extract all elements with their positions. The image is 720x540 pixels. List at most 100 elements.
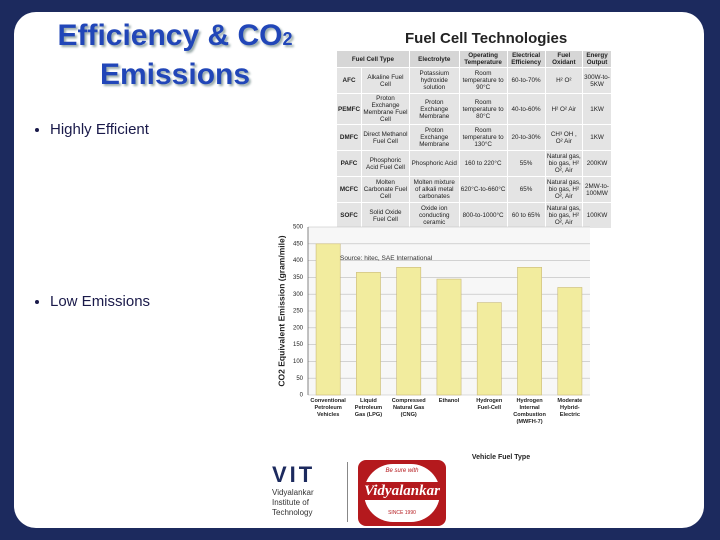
table-cell: Room temperature to 90°C [458,67,508,94]
chart: CO2 Equivalent Emission (gram/mile) Vehi… [276,225,590,461]
table-cell: SOFC [335,202,363,229]
table-cell: 2MW-to-100MW [582,176,612,203]
table-cell: 60-to-70% [506,67,546,94]
slide-title: Efficiency & CO2 Emissions [40,18,310,93]
brand-name: Vidyalankar [358,482,446,500]
table-row: MCFC Molten Carbonate Fuel Cell Molten mix… [335,176,612,203]
x-tick-label: Hydrogen Fuel-Cell [476,398,503,411]
bar [315,243,341,396]
bullet: Low Emissions [50,293,150,310]
title-text: Efficiency & CO [57,19,283,52]
header-cell: Energy Output [582,50,612,68]
table-cell: Molten Carbonate Fuel Cell [361,176,410,203]
y-tick-label: 500 [293,225,304,231]
table-cell: Proton Exchange Membrane Fuel Cell [361,93,410,125]
table-cell: 620°C-to-660°C [458,176,508,203]
table-cell: Oxide ion conducting ceramic [408,202,460,229]
table-cell: Alkaline Fuel Cell [361,67,410,94]
table-row: SOFC Solid Oxide Fuel Cell Oxide ion condu… [335,202,612,229]
table-cell: Natural gas, bio gas, H² O², Air [544,150,584,177]
y-tick-label: 250 [293,309,304,315]
table-cell: DMFC [335,124,363,151]
x-tick-label: Ethanol [438,398,460,404]
bar [476,302,502,396]
y-tick-label: 150 [293,342,304,348]
y-axis-label: CO2 Equivalent Emission (gram/mile) [276,235,286,386]
x-tick-label: Moderate Hybrid-Electric [557,398,583,418]
header-cell: Electrolyte [408,50,460,68]
table-cell: 1KW [582,93,612,125]
table-wrap: Fuel Cell Type Electrolyte Operating Tempe… [335,50,612,229]
bar [396,267,422,396]
x-tick-label: Conventional Petroleum Vehicles [310,398,346,418]
table-cell: Proton Exchange Membrane [408,93,460,125]
y-tick-label: 100 [293,359,304,365]
table-row: DMFC Direct Methanol Fuel Cell Proton Exch… [335,124,612,151]
table-cell: 55% [506,150,546,177]
bullet-list: Low Emissions [30,293,150,310]
table-cell: Room temperature to 130°C [458,124,508,151]
table-cell: AFC [335,67,363,94]
table-cell: 1KW [582,124,612,151]
title-text: Emissions [99,58,251,91]
table-cell: 60 to 65% [506,202,546,229]
table-cell: Potassium hydroxide solution [408,67,460,94]
table-cell: 300W-to-5KW [582,67,612,94]
table-cell: Direct Methanol Fuel Cell [361,124,410,151]
bullet: Highly Efficient [50,121,149,138]
table-cell: 65% [506,176,546,203]
table-cell: 100KW [582,202,612,229]
header-cell: Fuel Oxidant [544,50,584,68]
table-cell: MCFC [335,176,363,203]
y-tick-label: 0 [300,393,304,399]
table-row: PEMFC Proton Exchange Membrane Fuel Cell P… [335,93,612,125]
table-cell: PEMFC [335,93,363,125]
table-cell: Natural gas, bio gas, H² O², Air [544,202,584,229]
y-tick-label: 450 [293,241,304,247]
bar [356,272,381,396]
header-cell: Electrical Efficiency [506,50,546,68]
table-cell: 200KW [582,150,612,177]
table-cell: Solid Oxide Fuel Cell [361,202,410,229]
table-cell: CH³ OH , O² Air [544,124,584,151]
x-tick-label: Compressed Natural Gas (CNG) [391,398,426,418]
table-cell: 20-to-30% [506,124,546,151]
table: Fuel Cell Type Electrolyte Operating Tempe… [335,50,612,229]
table-cell: Natural gas, bio gas, H² O², Air [544,176,584,203]
bar [436,278,462,396]
table-cell: Proton Exchange Membrane [408,124,460,151]
table-cell: 160 to 220°C [458,150,508,177]
since: SINCE 1990 [388,510,416,516]
table-cell: 40-to-60% [506,93,546,125]
table-row: PAFC Phosphoric Acid Fuel Cell Phosphoric … [335,150,612,177]
bullet-list: Highly Efficient [30,121,149,138]
tagline: Be sure with [385,468,419,474]
y-tick-label: 300 [293,292,304,298]
y-tick-label: 350 [293,275,304,281]
vit-name: Vidyalankar Institute of Technology [272,488,314,517]
table-cell: Phosphoric Acid [408,150,460,177]
y-tick-label: 50 [296,376,303,382]
header-cell: Operating Temperature [458,50,508,68]
y-tick-label: 200 [293,325,304,331]
y-tick-label: 400 [293,258,304,264]
table-cell: H² O² Air [544,93,584,125]
table-row: AFC Alkaline Fuel Cell Potassium hydroxide… [335,67,612,94]
category-labels: Conventional Petroleum Vehicles Liquid Pe… [270,398,605,438]
header-row: Fuel Cell Type Electrolyte Operating Tempe… [336,50,612,68]
x-tick-label: Liquid Petroleum Gas (LPG) [354,398,383,418]
x-tick-label: Hydrogen Internal Combustion (MWFH-7) [513,398,546,425]
x-axis-label: Vehicle Fuel Type [472,454,530,461]
table-title: Fuel Cell Technologies [405,30,568,47]
brand-logo: Be sure with Vidyalankar SINCE 1990 [358,460,446,526]
vit-logo: VIT [272,462,316,487]
table-cell: PAFC [335,150,363,177]
table-cell: Molten mixture of alkali metal carbonate… [408,176,460,203]
bar [557,287,583,396]
table-cell: Room temperature to 80°C [458,93,508,125]
table-cell: H² O² [544,67,584,94]
title-subscript: 2 [282,29,293,49]
divider [347,462,348,522]
source: Source: hitec, SAE International [340,255,433,262]
